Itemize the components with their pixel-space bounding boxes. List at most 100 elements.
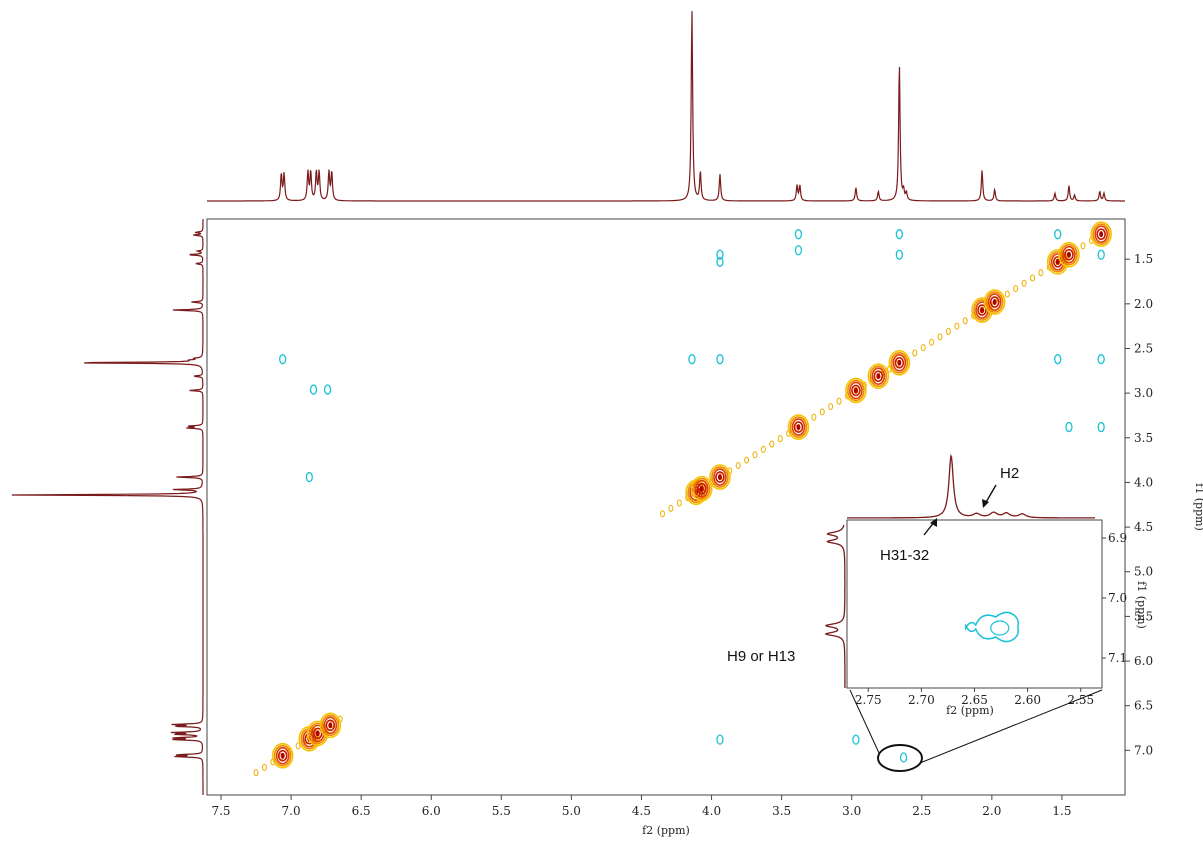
x-tick-label: 6.0 (422, 804, 441, 818)
inset-x-tick-label: 2.55 (1067, 693, 1094, 707)
inset-y-axis-title: f1 (ppm) (1135, 581, 1148, 629)
cross-peak (899, 752, 908, 763)
x-tick-label: 7.5 (211, 804, 230, 818)
diagonal-peak-contour (312, 727, 323, 740)
diagonal-ridge-mark (1004, 290, 1010, 298)
x-tick-label: 7.0 (282, 804, 301, 818)
diagonal-peak-contour (851, 384, 861, 397)
diagonal-peak-contour (696, 482, 707, 495)
diagonal-peak-contour (890, 351, 909, 374)
diagonal-peak (853, 387, 858, 394)
diagonal-peak-contour (987, 293, 1002, 311)
diagonal-peak-contour (323, 716, 338, 735)
diagonal-peak-contour (690, 475, 713, 502)
y-tick-label: 3.5 (1134, 431, 1153, 445)
diagonal-peak-contour (1058, 241, 1080, 268)
inset-cross-peak-core (990, 620, 1010, 636)
diagonal-peak-contour (1090, 221, 1112, 247)
diagonal-peak-contour (871, 367, 886, 385)
diagonal-peak-contour (989, 296, 1000, 308)
zoom-connector-left (849, 689, 880, 754)
inset-x-tick-label: 2.75 (855, 693, 882, 707)
annotation-h31-32: H31-32 (880, 547, 929, 564)
cross-peak (1054, 229, 1062, 240)
diagonal-ridge-mark (253, 769, 259, 777)
inset-y-axis: 6.9 7.0 7.1 (1102, 531, 1127, 665)
y-tick-label: 2.5 (1134, 341, 1153, 355)
x-tick-label: 6.5 (352, 804, 371, 818)
diagonal-peak-contour (709, 464, 731, 490)
diagonal-peak-contour (1096, 228, 1106, 240)
diagonal-peak (980, 307, 985, 314)
cross-peak (279, 354, 287, 365)
diagonal-peak (876, 373, 881, 380)
diagonal-peak (1066, 251, 1071, 258)
diagonal-peak (315, 730, 320, 737)
diagonal-ridge-mark (954, 322, 960, 330)
annotation-h2: H2 (1000, 465, 1019, 482)
arrow-h2 (984, 484, 997, 505)
diagonal-ridge-mark (769, 440, 775, 448)
x-tick-label: 2.5 (912, 804, 931, 818)
diagonal-peak-contour (793, 421, 804, 433)
diagonal-peak-contour (715, 471, 725, 483)
cross-peak (895, 229, 904, 240)
diagonal-ridge-mark (929, 338, 935, 346)
cross-peak (794, 245, 803, 256)
cross-peak (716, 249, 724, 260)
diagonal-peak-contour (985, 291, 1004, 313)
diagonal-ridge-mark (1080, 242, 1086, 250)
diagonal-peak-contour (849, 381, 863, 400)
diagonal-ridge-mark (1038, 269, 1044, 277)
cross-peak (305, 471, 313, 483)
diagonal-peak-contour (1060, 243, 1078, 266)
diagonal-peak-contour (873, 370, 884, 382)
diagonal-peak-contour (1094, 225, 1108, 243)
diagonal-peak-contour (1092, 223, 1110, 245)
diagonal-ridge-mark (962, 317, 968, 325)
x-axis: 7.5 7.0 6.5 6.0 5.5 5.0 4.5 4.0 3.5 3.0 2.5 2.0 1.5 (211, 795, 1071, 818)
cross-peak (1054, 354, 1062, 365)
cross-peak (852, 734, 860, 745)
diagonal-peak-contour (787, 414, 810, 440)
diagonal-peak-contour (867, 363, 890, 389)
x-tick-label: 5.5 (492, 804, 511, 818)
inset-x-tick-label: 2.65 (961, 693, 988, 707)
cross-peak (1065, 421, 1073, 433)
diagonal-ridge-mark (1029, 274, 1035, 282)
left-1d-projection (11, 219, 204, 795)
diagonal-ridge-mark (295, 742, 301, 750)
inset-cross-peak-contour (965, 611, 1019, 643)
inset-x-tick-label: 2.70 (908, 693, 935, 707)
y-tick-label: 2.0 (1134, 297, 1153, 311)
diagonal-ridge-mark (912, 349, 918, 357)
diagonal-ridge-mark (760, 445, 766, 453)
cross-peak (1097, 354, 1105, 365)
diagonal-ridge-mark (659, 510, 665, 518)
inset-left-projection (824, 524, 846, 688)
diagonal-ridge-mark (945, 328, 951, 336)
cross-peak (716, 354, 724, 365)
diagonal-peak (717, 474, 722, 481)
diagonal-peak-contour (847, 379, 865, 402)
y-tick-label: 5.5 (1134, 609, 1153, 623)
cross-peak (309, 384, 318, 395)
diagonal-peak-contour (692, 477, 711, 500)
diagonal-peak-contour (869, 365, 888, 387)
diagonal-peak-contour (892, 353, 907, 372)
diagonal-ridge-mark (777, 435, 783, 443)
diagonal-peak (897, 359, 902, 366)
y-tick-label: 6.5 (1134, 699, 1153, 713)
diagonal-ridge-mark (937, 333, 943, 341)
diagonal-peak (280, 752, 285, 759)
diagonal-peak-contour (1064, 248, 1074, 261)
top-1d-projection (207, 11, 1125, 202)
cross-peak (895, 249, 904, 260)
diagonal-peak-contour (983, 289, 1006, 315)
diagonal-peak-contour (277, 749, 288, 762)
arrow-h2-head (982, 499, 989, 508)
y-tick-label: 7.0 (1134, 743, 1153, 757)
x-tick-label: 3.0 (842, 804, 861, 818)
diagonal-peak (992, 299, 997, 306)
